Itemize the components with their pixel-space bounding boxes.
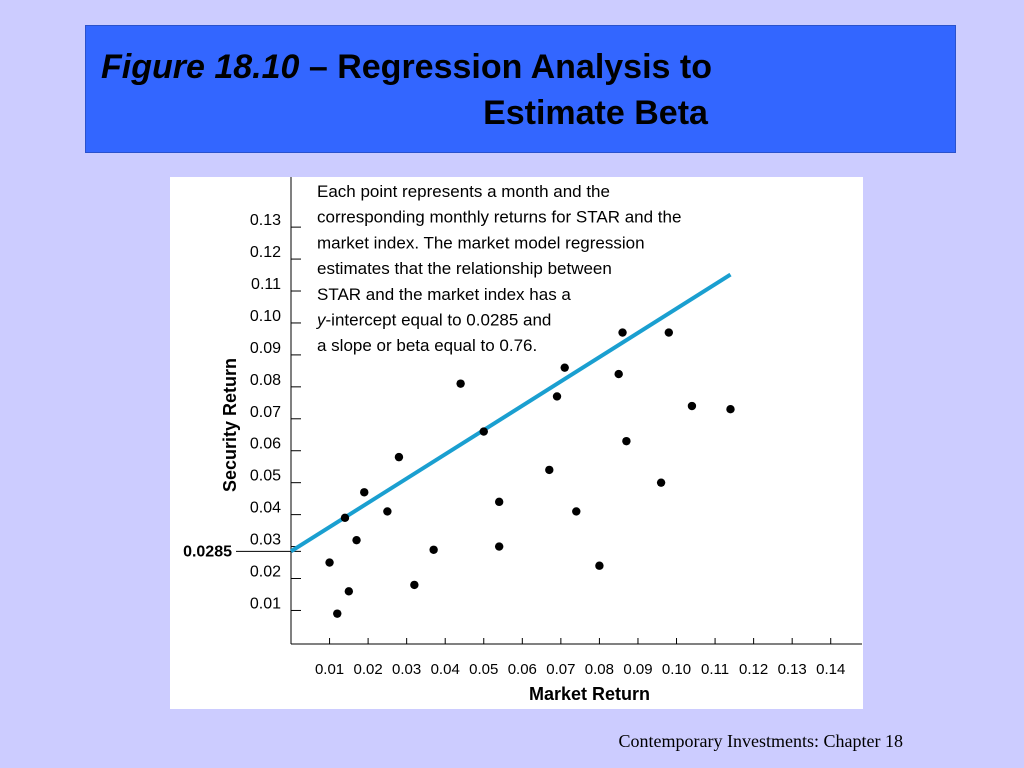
annotation-line: corresponding monthly returns for STAR a…	[317, 208, 681, 227]
data-point	[656, 478, 666, 487]
annotation-line: estimates that the relationship between	[317, 259, 612, 278]
annotation-line: a slope or beta equal to 0.76.	[317, 336, 537, 355]
regression-line	[289, 272, 732, 554]
title-text: – Regression Analysis to	[299, 48, 712, 86]
x-tick-label: 0.12	[739, 661, 768, 678]
data-point	[572, 507, 581, 516]
y-tick-label: 0.03	[250, 532, 281, 549]
y-tick-label: 0.04	[250, 500, 281, 517]
x-tick-label: 0.02	[354, 661, 383, 678]
intercept-label: 0.0285	[183, 543, 232, 560]
data-point	[333, 609, 342, 618]
regression-line-group	[289, 272, 732, 554]
data-point	[552, 392, 562, 401]
axis-labels: Market Return Security Return	[220, 358, 650, 704]
figure-label: Figure 18.10	[101, 48, 300, 86]
chart-panel: 0.01 0.02 0.03 0.04 0.05 0.06 0.07 0.08 0.09 0.10…	[170, 177, 863, 709]
data-point	[545, 465, 554, 475]
x-tick-label: 0.01	[315, 661, 344, 678]
data-point	[429, 545, 438, 554]
annotation-line: market index. The market model regressio…	[317, 233, 645, 252]
title-banner: Figure 18.10 – Regression Analysis to Es…	[85, 25, 956, 153]
footer-text: Contemporary Investments: Chapter 18	[618, 731, 903, 751]
y-axis-label: Security Return	[220, 358, 240, 492]
data-point	[344, 587, 354, 596]
x-tick-label: 0.03	[392, 661, 421, 678]
x-tick-label: 0.13	[778, 661, 807, 678]
y-tick-label: 0.11	[251, 276, 281, 293]
y-tick-label: 0.02	[250, 564, 281, 581]
x-tick-label: 0.11	[701, 661, 729, 678]
x-tick-label: 0.09	[623, 661, 652, 678]
data-point	[456, 379, 465, 388]
title-text-line2: Estimate Beta	[483, 94, 708, 132]
y-tick-label: 0.12	[250, 244, 281, 261]
data-point	[687, 401, 697, 411]
y-tick-label: 0.07	[250, 404, 281, 421]
y-tick-label: 0.10	[250, 308, 281, 325]
annotation-line: STAR and the market index has a	[317, 285, 571, 304]
slide-title: Figure 18.10 – Regression Analysis to	[101, 48, 712, 87]
x-tick-label: 0.04	[431, 661, 460, 678]
data-point	[410, 580, 419, 590]
data-point	[595, 561, 604, 570]
data-point	[340, 513, 350, 523]
x-tick-label: 0.08	[585, 661, 614, 678]
annotation-line: Each point represents a month and the	[317, 182, 610, 201]
y-tick-label: 0.08	[250, 372, 281, 389]
y-tick-label: 0.06	[250, 436, 281, 453]
data-point	[494, 497, 504, 507]
y-tick-label: 0.01	[250, 595, 281, 612]
x-tick-label: 0.06	[508, 661, 537, 678]
x-tick-label: 0.14	[816, 661, 845, 678]
data-points	[325, 328, 735, 618]
data-point	[360, 488, 369, 497]
data-point	[726, 405, 735, 414]
annotation-line: y-intercept equal to 0.0285 and	[316, 311, 551, 330]
slide-title-line2: Estimate Beta	[86, 94, 955, 133]
data-point	[494, 542, 504, 551]
data-point	[394, 452, 404, 462]
data-point	[352, 535, 361, 545]
data-point	[325, 558, 334, 567]
data-point	[618, 328, 627, 337]
data-point	[614, 369, 623, 379]
x-tick-label: 0.10	[662, 661, 691, 678]
data-point	[622, 436, 631, 446]
axes	[290, 177, 862, 645]
tick-group: 0.01 0.02 0.03 0.04 0.05 0.06 0.07 0.08 0.09 0.10…	[183, 212, 845, 678]
data-point	[560, 363, 569, 372]
y-tick-label: 0.13	[250, 212, 281, 229]
data-point	[664, 328, 674, 337]
x-axis-label: Market Return	[529, 684, 650, 704]
x-tick-label: 0.07	[546, 661, 575, 678]
scatter-chart: 0.01 0.02 0.03 0.04 0.05 0.06 0.07 0.08 0.09 0.10…	[183, 177, 862, 704]
y-tick-label: 0.05	[250, 468, 281, 485]
x-tick-label: 0.05	[469, 661, 498, 678]
data-point	[479, 427, 488, 436]
data-point	[383, 507, 392, 516]
chart-annotation: Each point represents a month and the cor…	[316, 182, 681, 355]
y-tick-label: 0.09	[250, 340, 281, 357]
